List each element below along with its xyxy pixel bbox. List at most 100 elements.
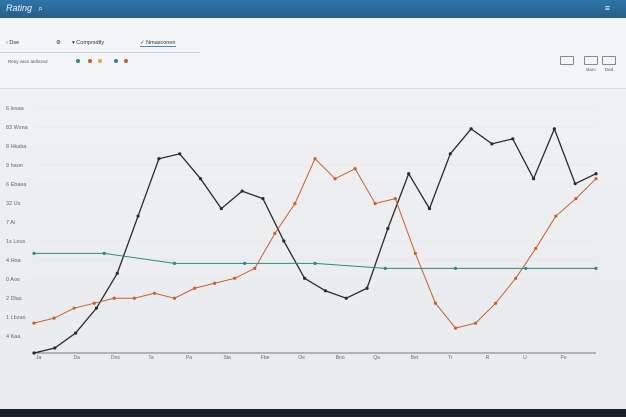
data-point[interactable] bbox=[172, 296, 177, 300]
data-point[interactable] bbox=[594, 266, 598, 270]
x-tick-label: Oe bbox=[298, 355, 305, 361]
y-tick-label: 32 Us bbox=[6, 201, 21, 207]
data-point[interactable] bbox=[453, 326, 458, 330]
data-point[interactable] bbox=[344, 296, 348, 300]
settings-icon[interactable]: ⚙ bbox=[56, 40, 61, 46]
data-point[interactable] bbox=[273, 231, 277, 236]
y-tick-label: 4 Kaa bbox=[6, 334, 21, 340]
x-tick-label: Bno bbox=[336, 355, 345, 361]
legend-dot[interactable] bbox=[88, 59, 92, 63]
data-point[interactable] bbox=[511, 137, 515, 141]
data-point[interactable] bbox=[574, 197, 578, 201]
data-point[interactable] bbox=[213, 281, 217, 285]
data-point[interactable] bbox=[92, 301, 96, 305]
data-point[interactable] bbox=[240, 189, 244, 193]
data-point[interactable] bbox=[413, 251, 417, 255]
main-screen: ‹ Dse ⚙ ▾ Comprsdtly ✓ Nmasconen Reny va… bbox=[0, 18, 626, 409]
legend-dot[interactable] bbox=[76, 59, 80, 63]
data-point[interactable] bbox=[333, 177, 337, 181]
x-tick-label: Qa bbox=[373, 355, 380, 361]
legend-dot[interactable] bbox=[98, 59, 102, 63]
data-point[interactable] bbox=[261, 197, 265, 201]
data-point[interactable] bbox=[490, 142, 494, 146]
data-point[interactable] bbox=[152, 291, 157, 295]
data-point[interactable] bbox=[473, 321, 478, 325]
data-point[interactable] bbox=[534, 246, 538, 251]
data-point[interactable] bbox=[32, 251, 36, 255]
data-point[interactable] bbox=[282, 239, 286, 243]
tab-comprsdtly[interactable]: ▾ Comprsdtly bbox=[72, 40, 105, 46]
data-point[interactable] bbox=[469, 127, 473, 131]
data-point[interactable] bbox=[253, 266, 257, 270]
data-point[interactable] bbox=[407, 172, 411, 176]
tab-row bbox=[0, 38, 200, 53]
data-point[interactable] bbox=[524, 266, 528, 270]
data-point[interactable] bbox=[373, 202, 377, 206]
data-point[interactable] bbox=[198, 177, 203, 181]
data-point[interactable] bbox=[32, 351, 36, 355]
data-point[interactable] bbox=[53, 346, 57, 350]
series-line bbox=[33, 127, 597, 354]
baro-button[interactable]: Baro bbox=[584, 56, 598, 72]
data-point[interactable] bbox=[115, 271, 119, 275]
x-tick-label: Sta bbox=[223, 355, 231, 361]
menu-icon[interactable]: ≡ bbox=[604, 3, 610, 13]
line-chart: 6 lesaa 83 Wsna 8 Hkaba 9 haon 6 Ebaea 32 Us 7… bbox=[6, 106, 598, 361]
data-point[interactable] bbox=[594, 172, 598, 176]
data-point[interactable] bbox=[453, 266, 458, 270]
data-point[interactable] bbox=[433, 301, 438, 305]
legend-dot[interactable] bbox=[114, 59, 118, 63]
data-point[interactable] bbox=[494, 301, 498, 305]
link-button[interactable] bbox=[560, 56, 574, 67]
data-point[interactable] bbox=[293, 202, 297, 206]
data-point[interactable] bbox=[594, 177, 598, 181]
ded-button[interactable]: Ded bbox=[602, 56, 616, 72]
data-point[interactable] bbox=[554, 214, 558, 218]
data-point[interactable] bbox=[573, 182, 577, 186]
export-icon bbox=[602, 56, 616, 65]
data-point[interactable] bbox=[32, 321, 36, 325]
tab-nmasconen[interactable]: ✓ Nmasconen bbox=[140, 40, 176, 47]
search-icon[interactable]: ⌕ bbox=[38, 3, 44, 13]
back-button[interactable]: ‹ Dse bbox=[6, 40, 20, 46]
data-point[interactable] bbox=[52, 316, 56, 320]
data-point[interactable] bbox=[74, 331, 78, 335]
data-point[interactable] bbox=[313, 157, 317, 161]
data-point[interactable] bbox=[219, 206, 223, 211]
data-point[interactable] bbox=[132, 296, 136, 300]
data-point[interactable] bbox=[383, 266, 387, 270]
x-tick-label: Fbe bbox=[261, 355, 270, 361]
back-label: Dse bbox=[9, 40, 20, 46]
data-point[interactable] bbox=[102, 251, 106, 255]
y-tick-label: 1 Lbzan bbox=[6, 315, 26, 321]
x-tick-label: U bbox=[523, 355, 527, 361]
data-point[interactable] bbox=[72, 306, 76, 310]
data-point[interactable] bbox=[353, 167, 357, 171]
data-point[interactable] bbox=[448, 152, 452, 156]
x-tick-label: Bet bbox=[411, 355, 419, 361]
data-point[interactable] bbox=[94, 306, 99, 310]
data-point[interactable] bbox=[192, 286, 197, 290]
data-point[interactable] bbox=[514, 276, 518, 280]
data-point[interactable] bbox=[386, 226, 390, 231]
data-point[interactable] bbox=[172, 261, 177, 265]
data-point[interactable] bbox=[427, 206, 432, 211]
data-point[interactable] bbox=[302, 276, 307, 280]
y-tick-label: 7 Ai bbox=[6, 220, 15, 226]
data-point[interactable] bbox=[157, 157, 161, 161]
data-point[interactable] bbox=[233, 276, 237, 280]
y-tick-label: 83 Wsna bbox=[6, 125, 29, 131]
data-point[interactable] bbox=[313, 261, 317, 265]
data-point[interactable] bbox=[136, 214, 140, 218]
data-point[interactable] bbox=[112, 296, 116, 300]
legend-dot[interactable] bbox=[124, 59, 128, 63]
data-point[interactable] bbox=[243, 261, 247, 265]
data-point[interactable] bbox=[323, 289, 328, 293]
data-point[interactable] bbox=[531, 177, 536, 181]
y-tick-label: 0 Aos bbox=[6, 277, 20, 283]
data-point[interactable] bbox=[552, 127, 556, 131]
data-point[interactable] bbox=[178, 152, 182, 156]
data-point[interactable] bbox=[393, 197, 397, 201]
ded-label: Ded bbox=[604, 67, 614, 72]
data-point[interactable] bbox=[365, 286, 369, 290]
